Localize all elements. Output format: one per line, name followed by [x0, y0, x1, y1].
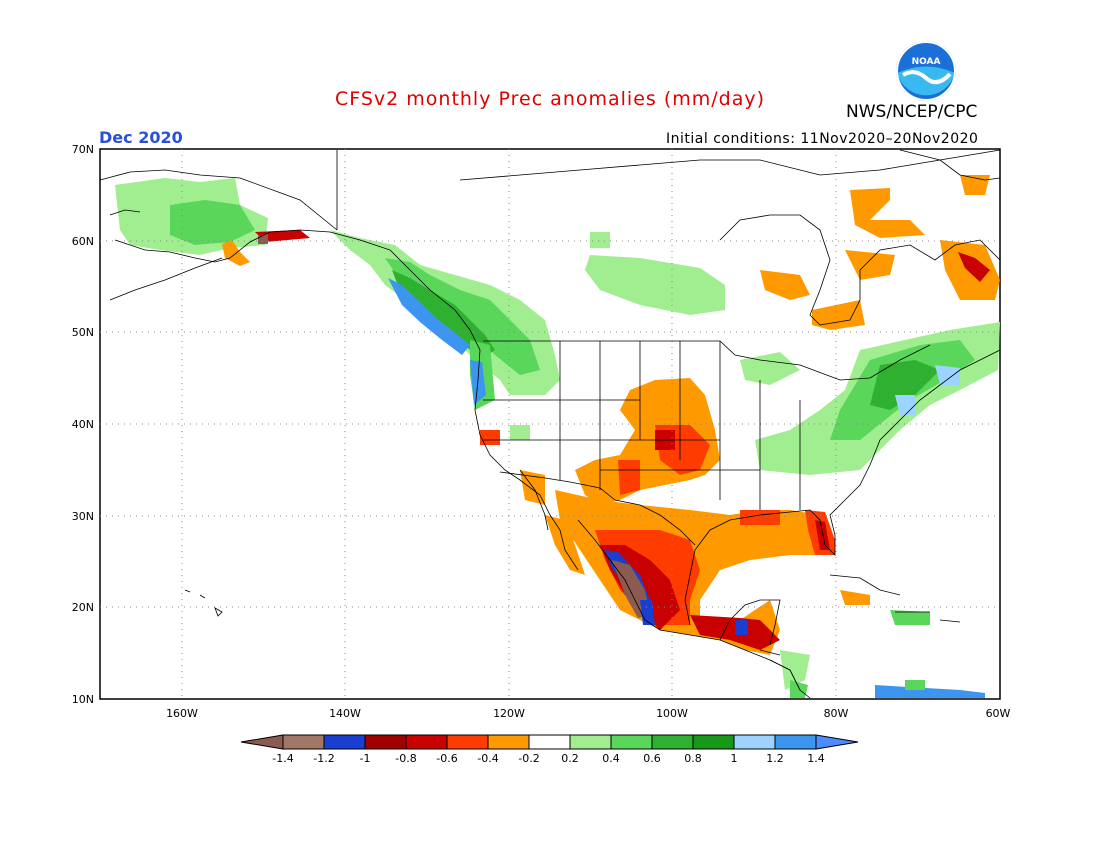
- initial-conditions-label: Initial conditions: 11Nov2020–20Nov2020: [666, 131, 979, 147]
- colorbar-label: 1.4: [807, 752, 825, 765]
- colorbar-swatch: [446, 734, 489, 750]
- lon-label: 140W: [329, 707, 361, 720]
- lat-label: 70N: [72, 143, 94, 156]
- colorbar-label: 1.2: [766, 752, 784, 765]
- colorbar-swatch: [692, 734, 735, 750]
- lat-label: 30N: [72, 510, 94, 523]
- colorbar-label: 0.4: [602, 752, 620, 765]
- colorbar-label: 0.6: [643, 752, 661, 765]
- colorbar-swatch: [364, 734, 407, 750]
- lon-label: 120W: [493, 707, 525, 720]
- colorbar-label: -1: [360, 752, 371, 765]
- colorbar-left-arrow: [240, 734, 284, 750]
- colorbar-swatch: [774, 734, 817, 750]
- colorbar-label: -1.4: [272, 752, 293, 765]
- colorbar-swatch: [487, 734, 530, 750]
- chart-title: CFSv2 monthly Prec anomalies (mm/day): [334, 88, 766, 110]
- colorbar-swatch: [569, 734, 612, 750]
- month-label: Dec 2020: [99, 128, 183, 147]
- lon-labels: 160W 140W 120W 100W 80W 60W: [166, 707, 1010, 720]
- colorbar-swatch: [323, 734, 366, 750]
- colorbar-label: 0.2: [561, 752, 579, 765]
- lat-label: 40N: [72, 418, 94, 431]
- colorbar-label: 0.8: [684, 752, 702, 765]
- colorbar-label: -0.4: [477, 752, 498, 765]
- coastlines: [99, 149, 1001, 699]
- lon-label: 160W: [166, 707, 198, 720]
- anomaly-patches: [115, 175, 1000, 698]
- colorbar-label: -0.8: [395, 752, 416, 765]
- colorbar-swatch: [733, 734, 776, 750]
- noaa-logo: NOAA: [895, 40, 957, 102]
- colorbar-right-arrow: [815, 734, 859, 750]
- colorbar-label: -0.2: [518, 752, 539, 765]
- colorbar-label: 1: [731, 752, 738, 765]
- colorbar-swatch: [528, 734, 571, 750]
- colorbar-swatch: [282, 734, 325, 750]
- lat-label: 50N: [72, 326, 94, 339]
- gridlines: [100, 149, 1000, 699]
- lon-label: 100W: [656, 707, 688, 720]
- colorbar-swatch: [610, 734, 653, 750]
- colorbar: -1.4 -1.2 -1 -0.8 -0.6 -0.4 -0.2 0.2 0.4 0.6 0.8 1 1…: [240, 734, 859, 765]
- lat-label: 10N: [72, 693, 94, 706]
- lon-label: 60W: [986, 707, 1011, 720]
- lat-label: 20N: [72, 601, 94, 614]
- colorbar-swatch: [405, 734, 448, 750]
- colorbar-label: -0.6: [436, 752, 457, 765]
- organization-label: NWS/NCEP/CPC: [846, 102, 978, 122]
- lat-labels: 70N 60N 50N 40N 30N 20N 10N: [72, 143, 94, 706]
- lat-label: 60N: [72, 235, 94, 248]
- lon-label: 80W: [824, 707, 849, 720]
- colorbar-swatch: [651, 734, 694, 750]
- logo-text: NOAA: [912, 57, 941, 67]
- colorbar-label: -1.2: [313, 752, 334, 765]
